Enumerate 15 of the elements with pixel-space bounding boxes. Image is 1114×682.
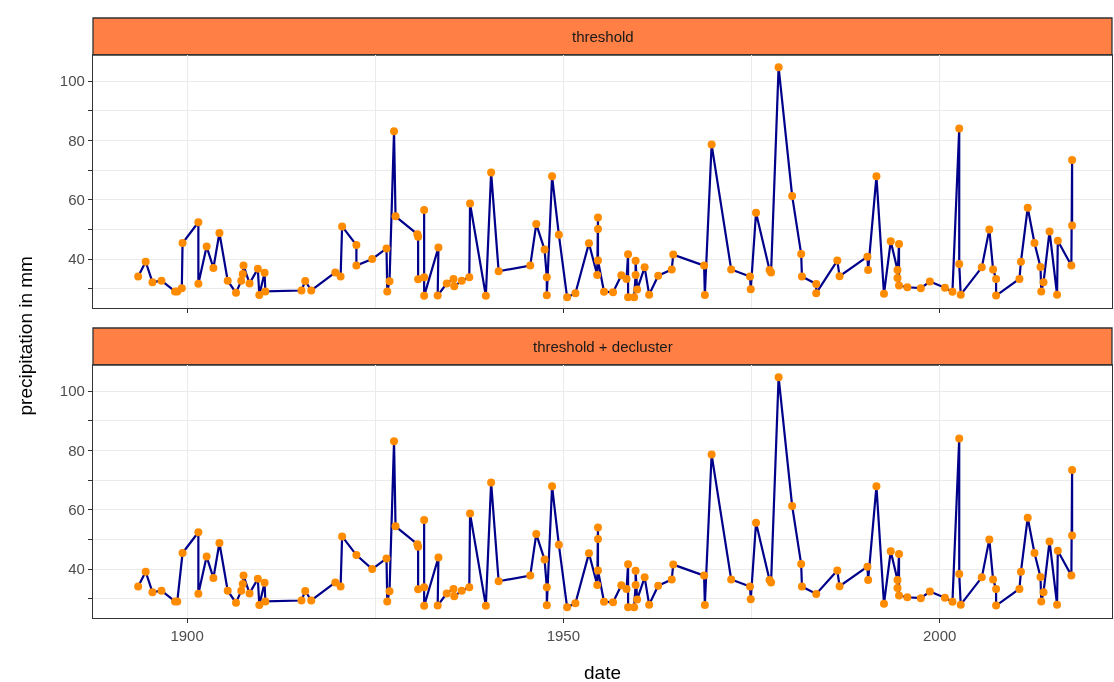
y-tick-label: 80 (68, 131, 85, 149)
y-tick-label: 100 (59, 382, 85, 400)
chart-title: threshold (572, 28, 634, 45)
y-tick-label: 40 (68, 560, 85, 578)
x-tick-label: 2000 (922, 627, 957, 645)
y-axis-title: precipitation in mm (14, 256, 36, 416)
chart-title: threshold + decluster (533, 338, 673, 355)
x-axis-title: date (584, 662, 621, 682)
y-tick-label: 60 (68, 190, 85, 208)
y-tick-label: 60 (68, 500, 85, 518)
y-tick-label: 40 (68, 250, 85, 268)
x-tick-label: 1950 (546, 627, 581, 645)
y-tick-label: 100 (59, 72, 85, 90)
y-tick-label: 80 (68, 441, 85, 459)
x-tick-label: 1900 (170, 627, 204, 645)
